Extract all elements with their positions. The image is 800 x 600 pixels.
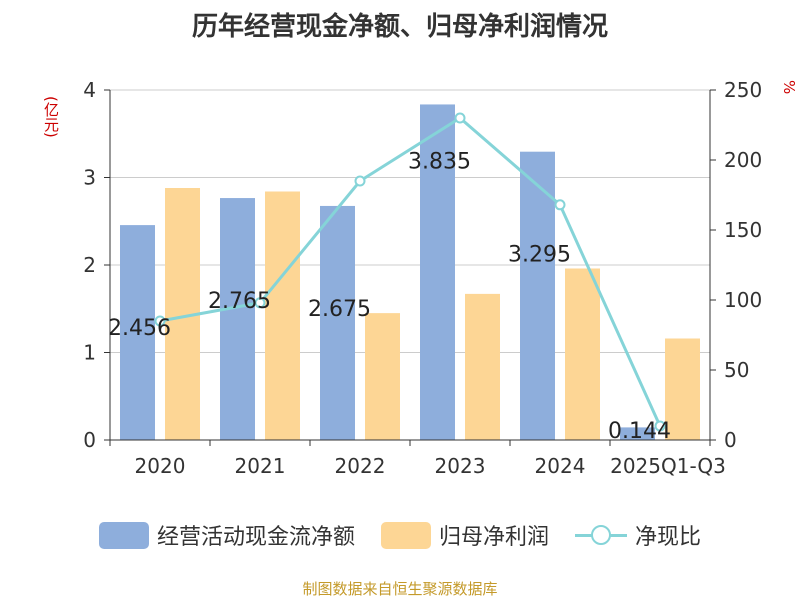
ratio-point — [154, 315, 166, 327]
bar-cash-flow — [220, 198, 255, 440]
left-tick-label: 2 — [83, 253, 96, 277]
ratio-line — [159, 116, 662, 427]
legend-swatch-cash-flow — [98, 521, 149, 549]
legend-label-cash-flow: 经营活动现金流净额 — [156, 525, 355, 550]
ratio-point — [554, 199, 566, 211]
ratio-point — [354, 175, 366, 187]
ratio-point — [254, 297, 266, 309]
legend: 经营活动现金流净额 归母净利润 净现比 — [0, 518, 800, 552]
bar-data-label: 0.144 — [608, 419, 671, 444]
bar-net-profit — [565, 268, 600, 440]
x-tick-label: 2020 — [135, 454, 186, 478]
right-tick-label: 0 — [724, 428, 737, 452]
legend-label-net-profit: 归母净利润 — [438, 525, 549, 550]
legend-item-net-profit[interactable]: 归母净利润 — [380, 519, 549, 551]
x-tick-label: 2021 — [235, 454, 286, 478]
right-tick-label: 150 — [724, 218, 762, 242]
x-tick-label: 2025Q1-Q3 — [610, 454, 726, 478]
left-axis-unit: (亿元) — [42, 96, 60, 138]
x-tick-label: 2022 — [335, 454, 386, 478]
bar-data-label: 2.456 — [108, 316, 171, 341]
bar-data-label: 3.295 — [508, 243, 571, 268]
legend-label-ratio: 净现比 — [635, 525, 702, 550]
bar-cash-flow — [620, 427, 655, 440]
bar-net-profit — [265, 191, 300, 440]
right-tick-label: 50 — [724, 358, 749, 382]
bar-cash-flow — [520, 151, 555, 440]
right-tick-label: 250 — [724, 78, 762, 102]
bar-data-label: 3.835 — [408, 149, 471, 174]
legend-item-ratio[interactable]: 净现比 — [575, 519, 701, 551]
bar-net-profit — [365, 313, 400, 440]
right-tick-label: 200 — [724, 148, 762, 172]
right-tick-label: 100 — [724, 288, 762, 312]
ratio-point — [654, 420, 666, 432]
bar-net-profit — [665, 338, 700, 440]
bar-cash-flow — [120, 225, 155, 440]
x-tick-label: 2023 — [435, 454, 486, 478]
legend-swatch-net-profit — [380, 521, 431, 549]
left-tick-label: 3 — [83, 166, 96, 190]
source-note: 制图数据来自恒生聚源数据库 — [302, 580, 498, 598]
bar-cash-flow — [420, 104, 455, 440]
legend-swatch-ratio — [575, 521, 627, 549]
left-tick-label: 0 — [83, 428, 96, 452]
chart-title: 历年经营现金净额、归母净利润情况 — [191, 12, 608, 42]
ratio-point — [454, 112, 466, 124]
x-tick-label: 2024 — [535, 454, 586, 478]
left-tick-label: 1 — [83, 341, 96, 365]
bar-data-label: 2.675 — [308, 297, 371, 322]
right-axis-unit: % — [780, 80, 798, 95]
legend-item-cash-flow[interactable]: 经营活动现金流净额 — [98, 519, 355, 551]
left-tick-label: 4 — [83, 78, 96, 102]
bar-cash-flow — [320, 205, 355, 440]
bar-data-label: 2.765 — [208, 289, 271, 314]
bar-net-profit — [465, 293, 500, 440]
